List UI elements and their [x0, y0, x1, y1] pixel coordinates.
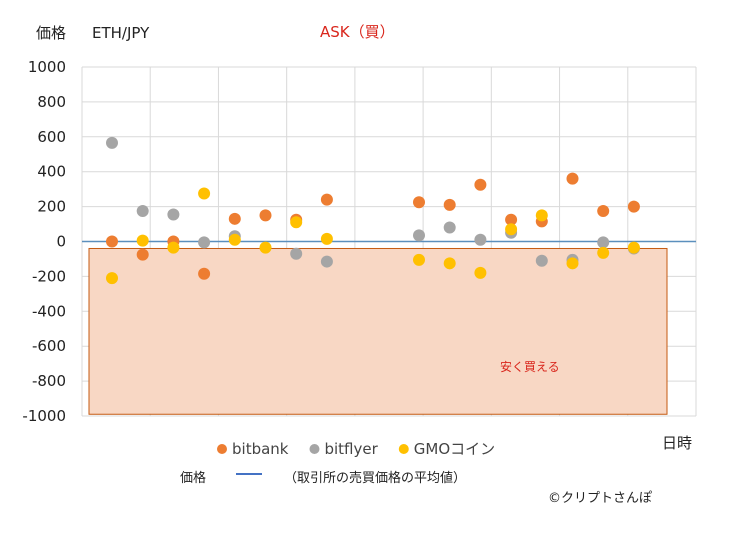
- y-tick-label: -600: [32, 337, 66, 355]
- legend-label-bitflyer: bitflyer: [324, 440, 378, 458]
- legend: bitbank bitflyer GMOコイン: [217, 440, 495, 458]
- region-label: 安く買える: [500, 359, 560, 374]
- point-GMOコイン: [627, 241, 640, 254]
- point-bitflyer: [167, 208, 180, 221]
- point-bitflyer: [474, 233, 487, 246]
- point-bitbank: [259, 209, 272, 222]
- point-GMOコイン: [106, 272, 118, 285]
- y-tick-label: -400: [32, 302, 66, 320]
- legend2-text: （取引所の売買価格の平均値）: [284, 470, 466, 486]
- legend-marker-bitbank: [217, 444, 227, 454]
- credit: ©クリプトさんぽ: [548, 491, 652, 506]
- point-bitbank: [474, 178, 487, 191]
- point-GMOコイン: [474, 266, 487, 279]
- point-GMOコイン: [136, 234, 149, 247]
- point-bitflyer: [597, 236, 610, 249]
- y-tick-label: -200: [32, 267, 66, 285]
- y-tick-label: 0: [56, 233, 66, 251]
- point-bitbank: [566, 172, 579, 185]
- point-GMOコイン: [566, 257, 579, 270]
- point-GMOコイン: [198, 187, 211, 200]
- y-tick-label: 200: [37, 198, 66, 216]
- point-GMOコイン: [167, 241, 180, 254]
- point-bitflyer: [136, 204, 149, 217]
- point-GMOコイン: [228, 233, 241, 246]
- chart-title: ASK（買）: [320, 23, 395, 41]
- legend-marker-GMOコイン: [398, 444, 409, 454]
- point-bitbank: [198, 267, 211, 280]
- point-GMOコイン: [505, 223, 518, 236]
- legend2-label: 価格: [180, 470, 206, 486]
- point-bitbank: [106, 235, 118, 248]
- point-bitflyer: [535, 254, 548, 267]
- point-GMOコイン: [535, 209, 548, 222]
- point-bitbank: [597, 204, 610, 217]
- point-bitflyer: [320, 255, 333, 268]
- y-tick-label: 800: [37, 93, 66, 111]
- legend-label-GMOコイン: GMOコイン: [414, 440, 495, 458]
- point-GMOコイン: [443, 257, 456, 270]
- pair-label: ETH/JPY: [92, 24, 150, 42]
- point-GMOコイン: [413, 253, 425, 266]
- y-axis-label: 価格: [36, 24, 66, 42]
- point-bitbank: [413, 196, 425, 209]
- point-bitbank: [320, 193, 333, 206]
- point-bitbank: [627, 200, 640, 213]
- y-tick-label: -1000: [22, 407, 66, 425]
- y-tick-label: -800: [32, 372, 66, 390]
- point-bitflyer: [290, 247, 303, 260]
- legend-marker-bitflyer: [309, 444, 320, 454]
- legend-label-bitbank: bitbank: [232, 440, 289, 458]
- point-GMOコイン: [290, 216, 303, 229]
- y-tick-label: 600: [37, 128, 66, 146]
- y-tick-label: 400: [37, 163, 66, 181]
- point-bitflyer: [443, 221, 456, 234]
- point-bitbank: [136, 248, 149, 261]
- point-bitbank: [443, 198, 456, 211]
- data-points: [106, 136, 640, 285]
- point-bitflyer: [106, 136, 118, 149]
- x-axis-label: 日時: [662, 434, 692, 452]
- cheap-buy-region: [88, 247, 668, 415]
- region-rect: [88, 247, 668, 415]
- point-GMOコイン: [597, 246, 610, 259]
- y-axis-ticks: 1000 800 600 400 200 0 -200 -400 -600 -800 -1000: [22, 58, 66, 425]
- point-GMOコイン: [259, 241, 272, 254]
- point-bitflyer: [413, 229, 425, 242]
- y-tick-label: 1000: [28, 58, 66, 76]
- point-GMOコイン: [320, 232, 333, 245]
- point-bitbank: [505, 213, 518, 226]
- point-bitbank: [228, 212, 241, 225]
- point-bitflyer: [198, 236, 211, 249]
